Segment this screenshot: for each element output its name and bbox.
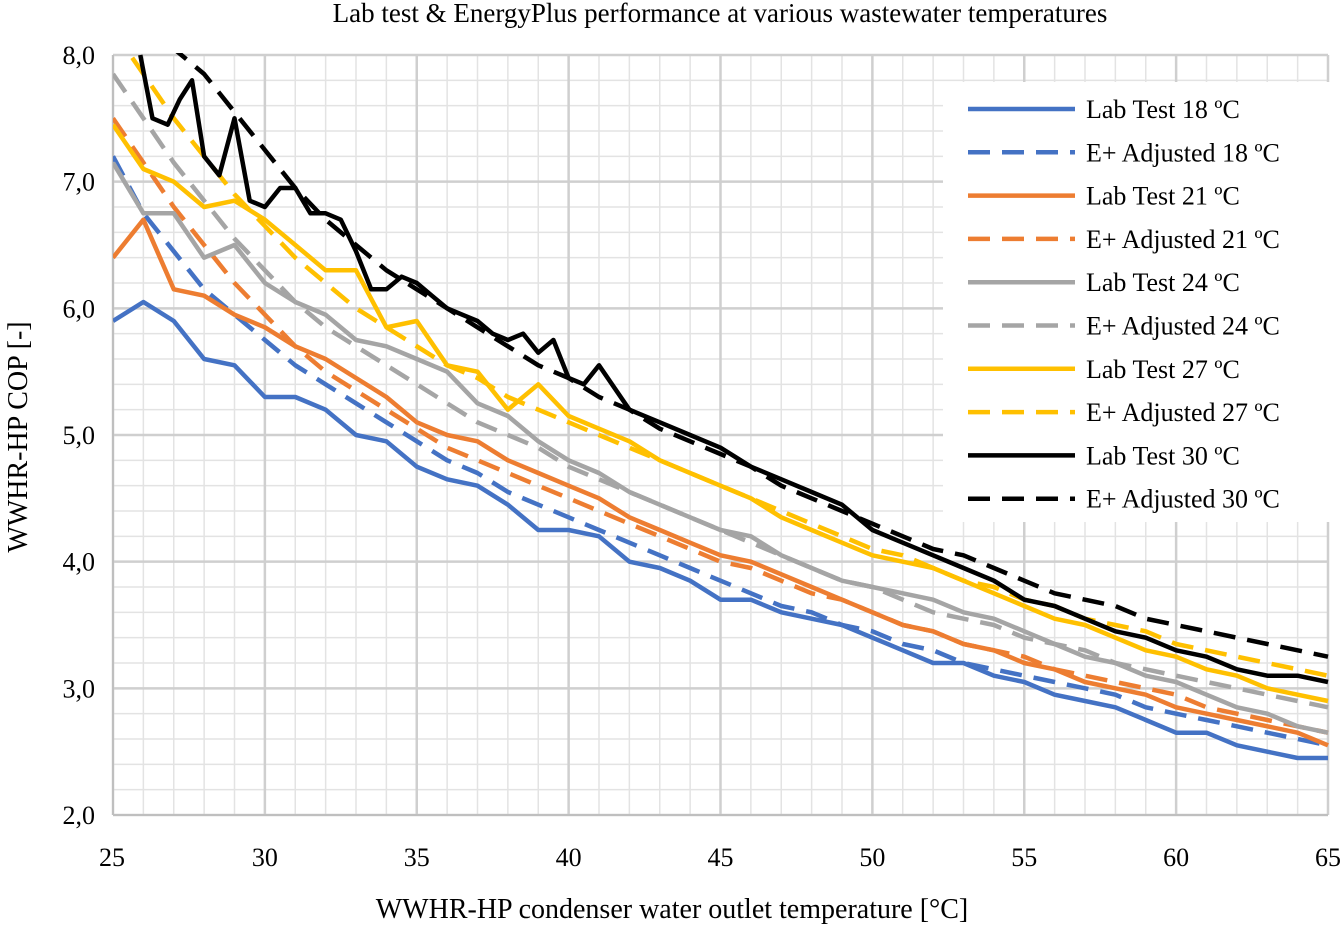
x-tick-label: 55	[1011, 843, 1037, 872]
series-line-8	[126, 53, 1329, 678]
y-tick-label: 2,0	[63, 801, 96, 830]
x-axis-tick-labels: 25 30 35 40 45 50 55 60 65	[99, 843, 1341, 872]
x-tick-label: 35	[404, 843, 430, 872]
y-tick-label: 4,0	[63, 548, 96, 577]
y-tick-label: 3,0	[63, 674, 96, 703]
y-tick-label: 7,0	[63, 168, 96, 197]
series-layer	[113, 53, 1329, 761]
legend-box	[943, 82, 1335, 522]
legend-label: Lab Test 27 ºC	[1086, 355, 1240, 384]
legend-label: E+ Adjusted 21 ºC	[1086, 225, 1280, 254]
y-tick-label: 5,0	[63, 421, 96, 450]
y-axis-tick-labels: 2,0 3,0 4,0 5,0 6,0 7,0 8,0	[63, 41, 96, 830]
y-tick-label: 8,0	[63, 41, 96, 70]
series-line-9	[138, 54, 1329, 685]
series-line-3	[113, 217, 1329, 748]
y-tick-label: 6,0	[63, 294, 96, 323]
legend-label: Lab Test 21 ºC	[1086, 182, 1240, 211]
legend-label: Lab Test 24 ºC	[1086, 268, 1240, 297]
legend-label: E+ Adjusted 18 ºC	[1086, 138, 1280, 167]
y-axis-title: WWHR-HP COP [-]	[3, 321, 34, 552]
legend-label: E+ Adjusted 27 ºC	[1086, 398, 1280, 427]
legend-label: E+ Adjusted 30 ºC	[1086, 485, 1280, 514]
x-tick-label: 65	[1315, 843, 1341, 872]
legend-label: Lab Test 18 ºC	[1086, 95, 1240, 124]
series-line-1	[113, 299, 1328, 761]
x-tick-label: 60	[1163, 843, 1189, 872]
series-line-6	[113, 72, 1329, 710]
x-tick-label: 50	[859, 843, 885, 872]
x-axis-title: WWHR-HP condenser water outlet temperatu…	[376, 894, 969, 925]
series-line-7	[113, 123, 1329, 704]
x-tick-label: 25	[99, 843, 125, 872]
chart-title: Lab test & EnergyPlus performance at var…	[333, 0, 1108, 28]
series-line-4	[113, 117, 1329, 735]
plot-axes	[112, 55, 1328, 816]
legend: Lab Test 18 ºC E+ Adjusted 18 ºC Lab Test …	[943, 82, 1335, 522]
x-tick-label: 30	[252, 843, 278, 872]
series-line-10	[175, 53, 1329, 659]
legend-label: E+ Adjusted 24 ºC	[1086, 312, 1280, 341]
x-tick-label: 40	[556, 843, 582, 872]
series-line-2	[113, 155, 1329, 748]
legend-label: Lab Test 30 ºC	[1086, 441, 1240, 470]
x-tick-label: 45	[708, 843, 734, 872]
